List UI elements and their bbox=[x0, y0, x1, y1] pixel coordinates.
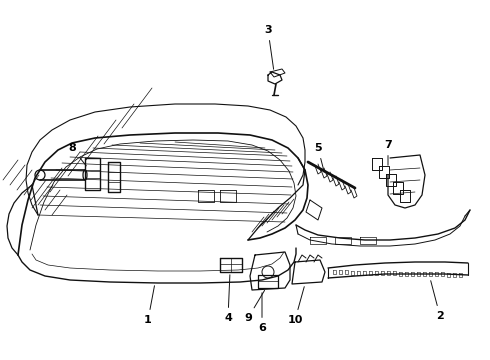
Text: 1: 1 bbox=[144, 286, 154, 325]
Text: 10: 10 bbox=[287, 287, 304, 325]
Text: 4: 4 bbox=[224, 275, 232, 323]
Text: 3: 3 bbox=[264, 25, 273, 69]
Text: 9: 9 bbox=[244, 291, 265, 323]
Text: 6: 6 bbox=[258, 293, 266, 333]
Text: 7: 7 bbox=[384, 140, 392, 165]
Text: 8: 8 bbox=[68, 143, 86, 166]
Text: 2: 2 bbox=[431, 281, 444, 321]
Text: 5: 5 bbox=[314, 143, 324, 172]
